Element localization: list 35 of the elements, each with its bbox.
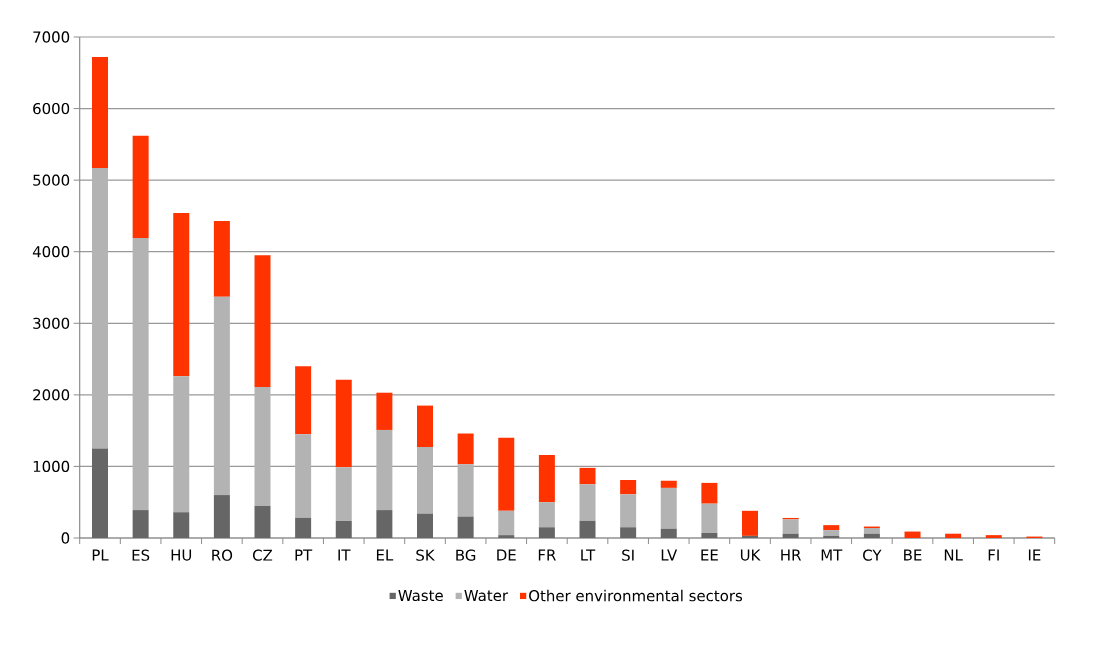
x-tick-label: EL — [376, 549, 394, 561]
x-tick-label: EE — [701, 549, 718, 561]
x-tick-label: DE — [497, 549, 516, 561]
x-tick-label: LT — [581, 549, 596, 561]
x-tick-label: CY — [863, 549, 882, 561]
x-tick-label: SI — [622, 549, 634, 561]
y-tick-label: 3000 — [33, 317, 70, 329]
x-tick-label: HU — [171, 549, 192, 561]
x-tick-label: BE — [904, 549, 922, 561]
x-tick-label: BG — [456, 549, 476, 561]
x-tick-label: IT — [338, 549, 351, 561]
y-tick-label: 4000 — [32, 246, 70, 258]
x-tick-label: MT — [821, 549, 843, 561]
x-tick-label: LV — [661, 549, 678, 561]
x-tick-label: IE — [1028, 549, 1041, 561]
x-tick-label: SK — [416, 549, 435, 561]
x-tick-label: FR — [538, 549, 556, 561]
x-tick-label: HR — [781, 549, 802, 561]
x-tick-label: ES — [132, 549, 150, 561]
x-tick-label: RO — [212, 549, 233, 561]
y-tick-label: 2000 — [33, 389, 70, 401]
y-tick-label: 5000 — [33, 174, 70, 186]
x-tick-label: PL — [92, 549, 109, 561]
x-tick-label: NL — [944, 549, 963, 561]
x-tick-label: PT — [295, 549, 313, 561]
y-tick-label: 6000 — [33, 102, 70, 115]
legend-label: Other environmental sectors — [529, 589, 743, 602]
x-tick-label: FI — [988, 549, 999, 561]
y-tick-label: 1000 — [33, 460, 70, 473]
y-tick-label: 0 — [61, 532, 70, 544]
x-tick-label: UK — [740, 549, 761, 561]
y-tick-label: 7000 — [33, 31, 70, 43]
legend-label: Water — [464, 590, 509, 602]
legend-label: Waste — [398, 590, 443, 602]
x-tick-label: CZ — [253, 549, 273, 561]
